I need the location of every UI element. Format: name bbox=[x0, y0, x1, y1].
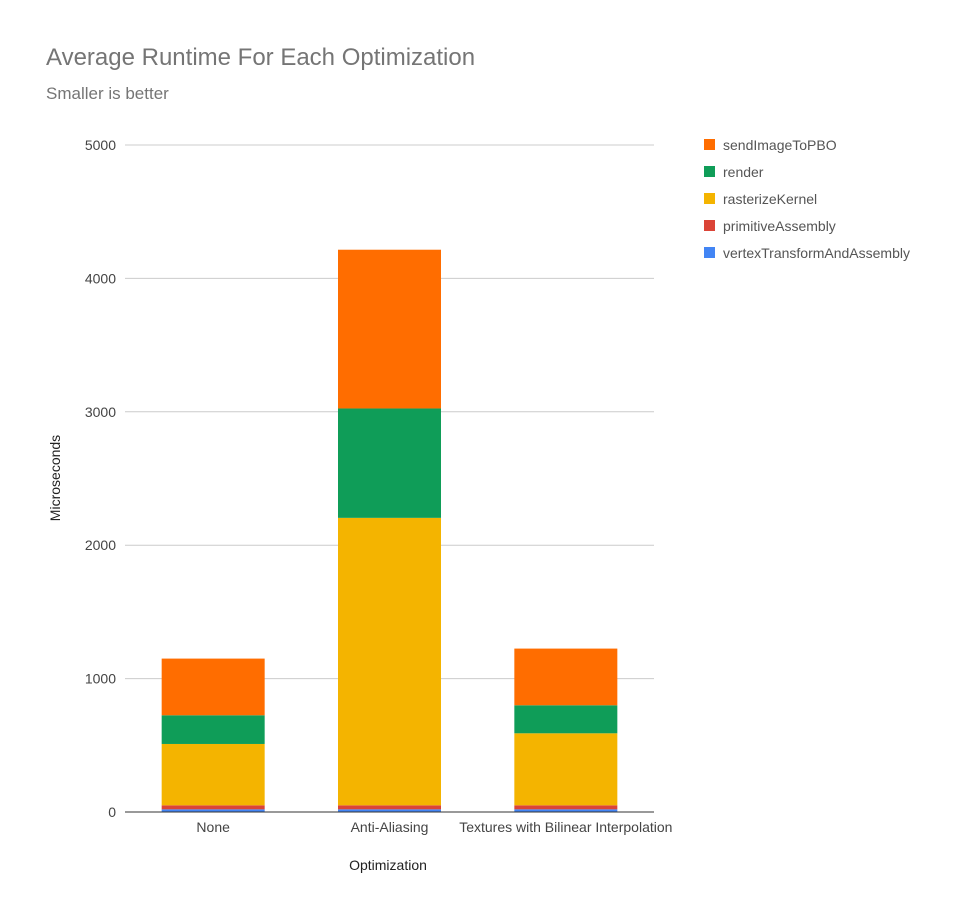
bar-segment-vertexTransformAndAssembly bbox=[338, 809, 441, 812]
bar-stack bbox=[161, 658, 265, 812]
y-axis-title: Microseconds bbox=[47, 435, 63, 521]
chart-subtitle: Smaller is better bbox=[46, 84, 169, 103]
bar-segment-sendImageToPBO bbox=[338, 249, 441, 409]
legend: sendImageToPBO render rasterizeKernel primi… bbox=[704, 137, 910, 261]
y-tick-label: 5000 bbox=[85, 137, 116, 153]
legend-swatch bbox=[704, 166, 715, 177]
bar-segment-render bbox=[338, 408, 441, 518]
legend-swatch bbox=[704, 247, 715, 258]
bar-segment-rasterizeKernel bbox=[338, 517, 441, 806]
bar-segment-rasterizeKernel bbox=[161, 743, 265, 806]
legend-swatch bbox=[704, 220, 715, 231]
legend-swatch bbox=[704, 139, 715, 150]
x-category-label: Textures with Bilinear Interpolation bbox=[459, 819, 672, 835]
y-tick-label: 4000 bbox=[85, 270, 116, 286]
legend-item: rasterizeKernel bbox=[704, 191, 817, 207]
bar-segment-render bbox=[514, 705, 618, 734]
x-category-label: Anti-Aliasing bbox=[351, 819, 429, 835]
y-tick-label: 1000 bbox=[85, 671, 116, 687]
y-tick-label: 2000 bbox=[85, 537, 116, 553]
bar-segment-primitiveAssembly bbox=[338, 805, 441, 810]
bar-segment-primitiveAssembly bbox=[514, 805, 618, 810]
bar-segment-rasterizeKernel bbox=[514, 733, 618, 806]
chart-title: Average Runtime For Each Optimization bbox=[46, 44, 476, 71]
bar-segment-primitiveAssembly bbox=[161, 805, 265, 810]
x-category-labels: None Anti-Aliasing Textures with Bilinear … bbox=[196, 819, 672, 835]
x-category-label: None bbox=[196, 819, 230, 835]
bars bbox=[161, 249, 618, 812]
bar-segment-sendImageToPBO bbox=[161, 658, 265, 716]
legend-swatch bbox=[704, 193, 715, 204]
y-tick-labels: 0 1000 2000 3000 4000 5000 bbox=[85, 137, 116, 820]
legend-item: primitiveAssembly bbox=[704, 218, 836, 234]
legend-label: rasterizeKernel bbox=[723, 191, 817, 207]
bar-stack bbox=[514, 648, 618, 812]
bar-stack bbox=[338, 249, 441, 812]
legend-label: vertexTransformAndAssembly bbox=[723, 245, 910, 261]
bar-segment-vertexTransformAndAssembly bbox=[514, 809, 618, 812]
x-axis-title: Optimization bbox=[349, 857, 427, 873]
legend-item: sendImageToPBO bbox=[704, 137, 837, 153]
legend-item: vertexTransformAndAssembly bbox=[704, 245, 910, 261]
legend-label: sendImageToPBO bbox=[723, 137, 837, 153]
bar-segment-vertexTransformAndAssembly bbox=[161, 809, 265, 812]
legend-label: primitiveAssembly bbox=[723, 218, 836, 234]
y-tick-label: 3000 bbox=[85, 404, 116, 420]
bar-segment-render bbox=[161, 715, 265, 744]
bar-segment-sendImageToPBO bbox=[514, 648, 618, 706]
y-tick-label: 0 bbox=[108, 804, 116, 820]
legend-item: render bbox=[704, 164, 764, 180]
legend-label: render bbox=[723, 164, 764, 180]
